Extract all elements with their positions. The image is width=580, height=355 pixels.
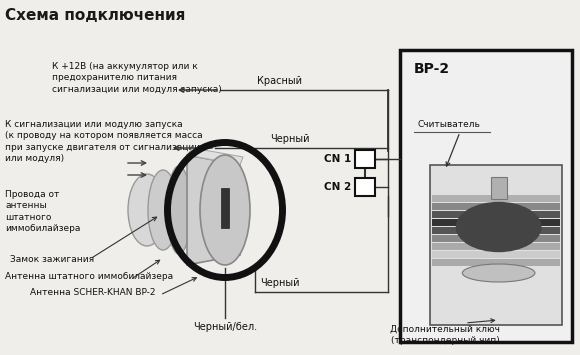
Text: Красный: Красный xyxy=(258,76,303,86)
Bar xyxy=(432,251,560,258)
Text: CN 2: CN 2 xyxy=(324,182,351,192)
Text: Черный: Черный xyxy=(260,278,299,288)
Ellipse shape xyxy=(462,264,535,282)
Polygon shape xyxy=(187,148,243,165)
Ellipse shape xyxy=(456,202,542,252)
Ellipse shape xyxy=(148,170,178,250)
Bar xyxy=(355,178,375,196)
Bar xyxy=(432,195,560,202)
Text: Дополнительный ключ
(транспондерный чип): Дополнительный ключ (транспондерный чип) xyxy=(390,325,500,345)
Bar xyxy=(432,243,560,250)
Bar xyxy=(432,259,560,266)
Text: К +12В (на аккумулятор или к
предохранителю питания
сигнализации или модуля запу: К +12В (на аккумулятор или к предохранит… xyxy=(52,62,222,94)
Bar xyxy=(432,211,560,218)
Text: BP-2: BP-2 xyxy=(414,62,450,76)
Bar xyxy=(355,150,375,168)
Bar xyxy=(432,219,560,226)
Ellipse shape xyxy=(200,155,250,265)
Text: CN 1: CN 1 xyxy=(324,154,351,164)
Text: К сигнализации или модулю запуска
(к проводу на котором появляется масса
при зап: К сигнализации или модулю запуска (к про… xyxy=(5,120,202,163)
Text: Черный/бел.: Черный/бел. xyxy=(193,322,257,332)
Bar xyxy=(400,50,572,342)
Bar xyxy=(432,227,560,234)
Bar xyxy=(221,188,229,228)
Bar xyxy=(432,203,560,210)
Bar xyxy=(491,177,507,199)
Text: Считыватель: Считыватель xyxy=(418,120,481,129)
Bar xyxy=(432,235,560,242)
Text: Замок зажигания: Замок зажигания xyxy=(10,255,94,264)
Bar xyxy=(430,165,562,325)
Text: Схема подключения: Схема подключения xyxy=(5,8,186,23)
Text: Антенна штатного иммобилайзера: Антенна штатного иммобилайзера xyxy=(5,272,173,281)
Ellipse shape xyxy=(128,174,166,246)
Polygon shape xyxy=(187,155,240,265)
Ellipse shape xyxy=(167,166,191,254)
Text: Черный: Черный xyxy=(270,134,310,144)
Text: Антенна SCHER-KHAN BP-2: Антенна SCHER-KHAN BP-2 xyxy=(30,288,155,297)
Text: Провода от
антенны
штатного
иммобилайзера: Провода от антенны штатного иммобилайзер… xyxy=(5,190,81,233)
